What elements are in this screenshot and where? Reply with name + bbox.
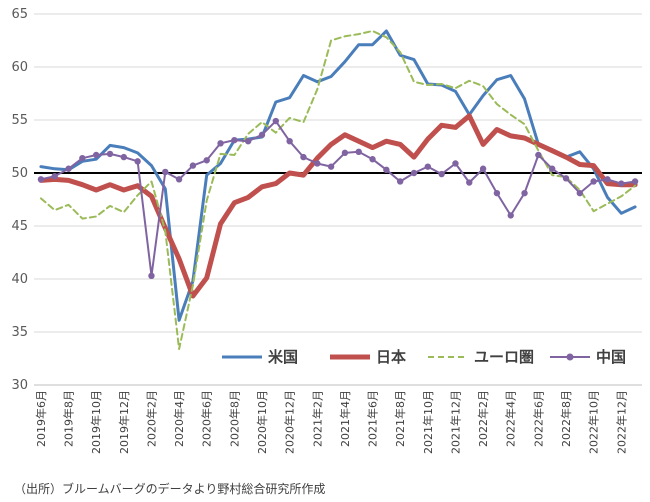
x-tick-label: 2022年12月 xyxy=(614,390,628,454)
y-tick-label: 60 xyxy=(11,60,28,75)
series-point xyxy=(383,166,390,174)
x-tick-label: 2020年4月 xyxy=(172,390,186,447)
x-tick-label: 2021年4月 xyxy=(338,390,352,447)
x-tick-label: 2022年2月 xyxy=(476,390,490,447)
legend-label-3: 中国 xyxy=(596,348,626,366)
series-point xyxy=(258,131,266,139)
series-point xyxy=(466,179,473,186)
legend-label-0: 米国 xyxy=(268,348,298,366)
series-point xyxy=(548,165,556,172)
series-point xyxy=(438,170,445,178)
legend-marker xyxy=(566,353,574,361)
x-tick-label: 2021年10月 xyxy=(421,390,435,454)
series-point xyxy=(231,136,238,144)
series-point xyxy=(479,165,487,172)
series-point xyxy=(106,150,114,158)
x-tick-label: 2021年8月 xyxy=(393,390,407,447)
series-point xyxy=(244,138,252,145)
y-tick-label: 50 xyxy=(11,166,28,181)
series-point xyxy=(355,148,362,155)
x-tick-label: 2019年6月 xyxy=(34,390,48,447)
x-tick-label: 2020年12月 xyxy=(283,390,297,454)
legend-label-2: ユーロ圏 xyxy=(474,348,534,366)
y-tick-label: 30 xyxy=(11,378,28,393)
series-point xyxy=(286,138,293,145)
series-point xyxy=(203,157,210,164)
series-point xyxy=(134,158,141,165)
x-tick-label: 2022年6月 xyxy=(531,390,545,447)
series-point xyxy=(162,168,169,176)
series-point xyxy=(396,178,404,185)
series-point xyxy=(79,154,86,162)
series-point xyxy=(424,163,432,170)
source-note: （出所）ブルームバーグのデータより野村総合研究所作成 xyxy=(14,482,326,496)
series-point xyxy=(562,175,570,182)
series-point xyxy=(410,169,418,177)
x-tick-label: 2021年2月 xyxy=(310,390,324,447)
x-tick-label: 2019年8月 xyxy=(62,390,76,447)
y-tick-label: 40 xyxy=(11,272,28,287)
series-group xyxy=(37,29,639,350)
x-tick-label: 2020年2月 xyxy=(144,390,158,447)
x-tick-label: 2022年10月 xyxy=(587,390,601,454)
x-tick-label: 2022年8月 xyxy=(559,390,573,447)
series-point xyxy=(341,149,349,157)
y-tick-label: 45 xyxy=(11,219,28,234)
series-point xyxy=(493,189,501,197)
series-point xyxy=(535,151,542,159)
series-line-2 xyxy=(39,30,637,350)
y-tick-label: 35 xyxy=(11,325,28,340)
series-point xyxy=(314,160,321,167)
series-point xyxy=(327,163,335,170)
series-point xyxy=(300,153,307,161)
x-tick-label: 2019年12月 xyxy=(117,390,131,454)
series-point xyxy=(217,140,224,147)
x-tick-label: 2021年6月 xyxy=(366,390,380,447)
series-point xyxy=(452,160,459,167)
y-tick-label: 65 xyxy=(11,7,28,22)
series-point xyxy=(521,189,528,197)
x-tick-label: 2021年12月 xyxy=(448,390,462,454)
series-point xyxy=(65,165,72,172)
series-point xyxy=(92,151,100,159)
series-line-3 xyxy=(39,120,637,277)
series-point xyxy=(507,212,514,219)
y-axis-ticks: 30 35 40 45 50 55 60 65 xyxy=(11,7,28,393)
series-point xyxy=(51,172,58,180)
x-tick-label: 2020年8月 xyxy=(227,390,241,447)
series-point xyxy=(618,180,625,187)
series-point xyxy=(576,189,584,197)
x-axis-ticks: 2019年6月 2019年8月 2019年10月 2019年12月 2020年2月 202… xyxy=(34,390,628,454)
legend-label-1: 日本 xyxy=(376,348,406,366)
series-point xyxy=(148,272,155,280)
series-point xyxy=(369,156,376,163)
series-point xyxy=(590,178,597,185)
x-tick-label: 2020年6月 xyxy=(200,390,214,447)
series-point xyxy=(631,178,639,185)
series-point xyxy=(120,153,128,161)
series-point xyxy=(189,162,197,169)
legend: 米国 日本 ユーロ圏 中国 xyxy=(222,348,626,366)
series-point xyxy=(604,176,611,183)
series-point xyxy=(175,176,183,183)
series-line-1 xyxy=(38,113,638,299)
x-tick-label: 2022年4月 xyxy=(504,390,518,447)
series-line-0 xyxy=(39,29,637,322)
series-point xyxy=(37,176,45,183)
y-tick-label: 55 xyxy=(11,113,28,128)
x-tick-label: 2019年10月 xyxy=(89,390,103,454)
series-point xyxy=(272,117,280,125)
x-tick-label: 2020年10月 xyxy=(255,390,269,454)
